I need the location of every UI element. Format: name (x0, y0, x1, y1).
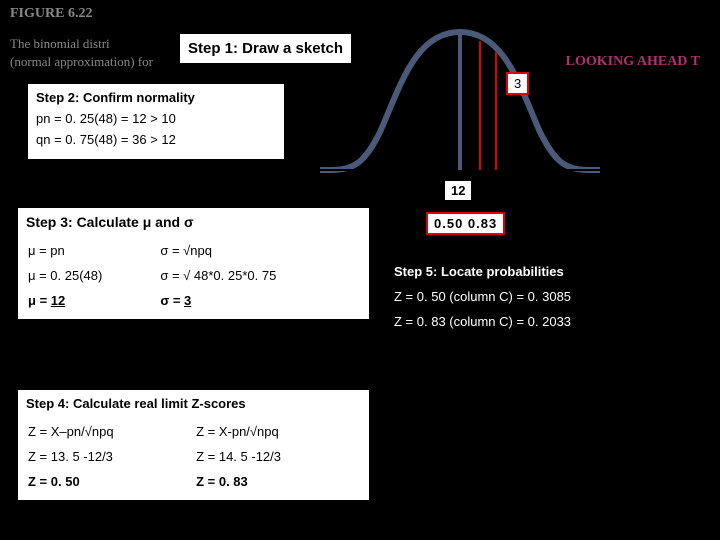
figure-label: FIGURE 6.22 (10, 6, 92, 22)
step4-r1c2: Z = X-pn/√npq (194, 419, 361, 444)
step5-lineA: Z = 0. 50 (column C) = 0. 3085 (394, 289, 684, 304)
step4-r2c2: Z = 14. 5 -12/3 (194, 444, 361, 469)
x-tick-12: 12 (444, 180, 472, 201)
step3-r1c2: σ = √npq (158, 238, 361, 263)
step4-r1c1: Z = X–pn/√npq (26, 419, 194, 444)
step4-box: Step 4: Calculate real limit Z-scores Z … (16, 388, 371, 502)
x-tick-14: 14 (482, 180, 508, 199)
label-3: 3 (506, 72, 529, 95)
step4-table: Z = X–pn/√npq Z = X-pn/√npq Z = 13. 5 -1… (26, 419, 361, 494)
step3-title: Step 3: Calculate μ and σ (26, 214, 361, 230)
step1-title: Step 1: Draw a sketch (188, 40, 343, 57)
step3-r2c2: σ = √ 48*0. 25*0. 75 (158, 263, 361, 288)
step3-r3c1: μ = 12 (26, 288, 158, 313)
step3-box: Step 3: Calculate μ and σ μ = pn σ = √np… (16, 206, 371, 321)
step4-r3c1: Z = 0. 50 (26, 469, 194, 494)
z-box: 0.50 0.83 (426, 212, 505, 235)
step2-lineB: qn = 0. 75(48) = 36 > 12 (36, 132, 276, 147)
step4-title: Step 4: Calculate real limit Z-scores (26, 396, 361, 411)
graph-area: 3 12 14 0.50 0.83 X values z-scores (320, 12, 710, 247)
step5-title: Step 5: Locate probabilities (394, 264, 684, 279)
step2-lineA: pn = 0. 25(48) = 12 > 10 (36, 111, 276, 126)
step5-box: Step 5: Locate probabilities Z = 0. 50 (… (386, 258, 692, 345)
step4-r3c2: Z = 0. 83 (194, 469, 361, 494)
step3-r2c1: μ = 0. 25(48) (26, 263, 158, 288)
red-bar-2 (495, 52, 497, 170)
bg-text-2: (normal approximation) for (10, 54, 153, 70)
step2-title: Step 2: Confirm normality (36, 90, 276, 105)
step2-box: Step 2: Confirm normality pn = 0. 25(48)… (26, 82, 286, 161)
step3-r3c2: σ = 3 (158, 288, 361, 313)
x-axis-label: X values (618, 180, 666, 196)
step4-r2c1: Z = 13. 5 -12/3 (26, 444, 194, 469)
bg-text-1: The binomial distri (10, 36, 110, 52)
curve-svg (320, 12, 600, 182)
step3-r1c1: μ = pn (26, 238, 158, 263)
step3-table: μ = pn σ = √npq μ = 0. 25(48) σ = √ 48*0… (26, 238, 361, 313)
step5-lineB: Z = 0. 83 (column C) = 0. 2033 (394, 314, 684, 329)
step1-box: Step 1: Draw a sketch (178, 32, 353, 65)
z-axis-label: z-scores (618, 216, 663, 232)
red-bar-1 (479, 41, 481, 170)
